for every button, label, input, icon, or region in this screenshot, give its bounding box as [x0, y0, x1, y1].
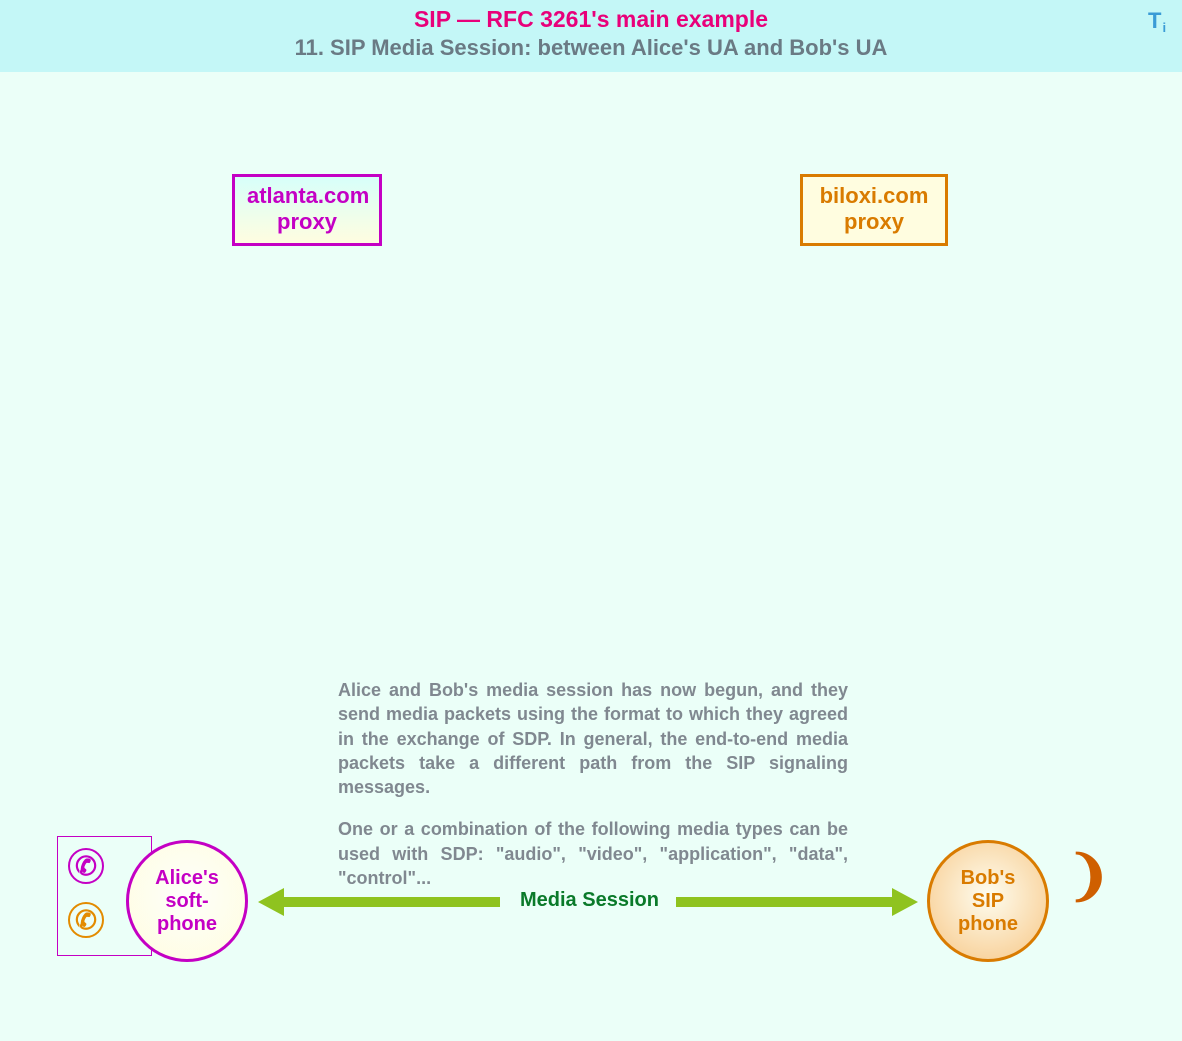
- page-subtitle: 11. SIP Media Session: between Alice's U…: [0, 35, 1182, 61]
- paragraph-spacer: [338, 799, 848, 817]
- bob-ua-line3: phone: [958, 913, 1018, 936]
- proxy-biloxi-line1: biloxi.com: [815, 183, 933, 209]
- proxy-atlanta-line1: atlanta.com: [247, 183, 367, 209]
- phone-icon: ✆: [68, 848, 104, 884]
- phone-glyph: ✆: [75, 905, 97, 936]
- page-title: SIP — RFC 3261's main example: [0, 0, 1182, 33]
- brand-logo: Ti: [1148, 8, 1166, 35]
- proxy-biloxi: biloxi.com proxy: [800, 174, 948, 246]
- handset-icon: ❩: [1066, 844, 1111, 907]
- handset-glyph: ❩: [1066, 846, 1111, 906]
- proxy-atlanta: atlanta.com proxy: [232, 174, 382, 246]
- diagram-canvas: SIP — RFC 3261's main example 11. SIP Me…: [0, 0, 1182, 1041]
- logo-letter-i: i: [1162, 20, 1166, 35]
- description-paragraph-2: One or a combination of the following me…: [338, 817, 848, 890]
- description-paragraph-1: Alice and Bob's media session has now be…: [338, 678, 848, 799]
- bob-ua-line1: Bob's: [958, 867, 1018, 890]
- bob-ua: Bob's SIP phone: [927, 840, 1049, 962]
- description-text: Alice and Bob's media session has now be…: [338, 678, 848, 890]
- phone-glyph: ✆: [75, 851, 97, 882]
- proxy-biloxi-line2: proxy: [815, 209, 933, 235]
- media-session-label: Media Session: [520, 889, 659, 912]
- bob-ua-line2: SIP: [958, 890, 1018, 913]
- alice-ua-line3: phone: [155, 913, 219, 936]
- phone-icon: ✆: [68, 902, 104, 938]
- alice-ua: Alice's soft- phone: [126, 840, 248, 962]
- header: SIP — RFC 3261's main example 11. SIP Me…: [0, 0, 1182, 72]
- proxy-atlanta-line2: proxy: [247, 209, 367, 235]
- alice-ua-line2: soft-: [155, 890, 219, 913]
- logo-letter-t: T: [1148, 8, 1161, 33]
- alice-ua-line1: Alice's: [155, 867, 219, 890]
